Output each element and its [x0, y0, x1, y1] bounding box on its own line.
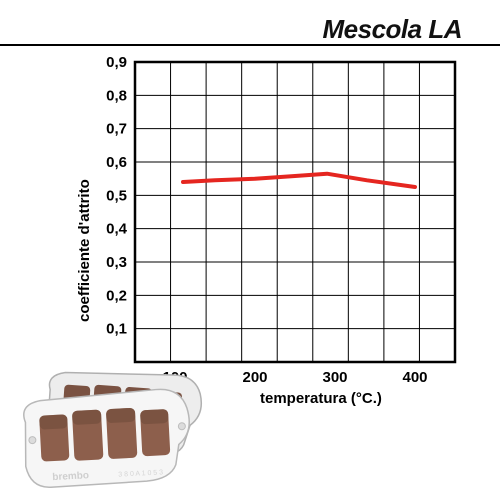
svg-text:0,4: 0,4 [106, 221, 128, 238]
svg-text:300: 300 [322, 369, 347, 386]
svg-text:0,3: 0,3 [106, 254, 127, 271]
svg-text:0,5: 0,5 [106, 187, 127, 204]
x-axis-label: temperatura (°C.) [260, 390, 382, 407]
svg-text:400: 400 [402, 369, 427, 386]
svg-text:0,7: 0,7 [106, 121, 127, 138]
brand-text: brembo [52, 470, 89, 483]
svg-text:0,9: 0,9 [106, 54, 127, 71]
chart-title: Mescola LA [323, 14, 463, 45]
y-axis-label: coefficiente d'attrito [76, 42, 93, 322]
svg-text:0,2: 0,2 [106, 287, 127, 304]
svg-text:0,8: 0,8 [106, 87, 127, 104]
brake-pad-illustration: brembo 3 8 0 A 1 0 5 3 [8, 357, 218, 492]
title-underline [0, 44, 500, 46]
svg-text:200: 200 [242, 369, 267, 386]
root: Mescola LA 0,10,20,30,40,50,60,70,80,910… [0, 0, 500, 500]
svg-text:0,1: 0,1 [106, 321, 127, 338]
svg-text:0,6: 0,6 [106, 154, 127, 171]
